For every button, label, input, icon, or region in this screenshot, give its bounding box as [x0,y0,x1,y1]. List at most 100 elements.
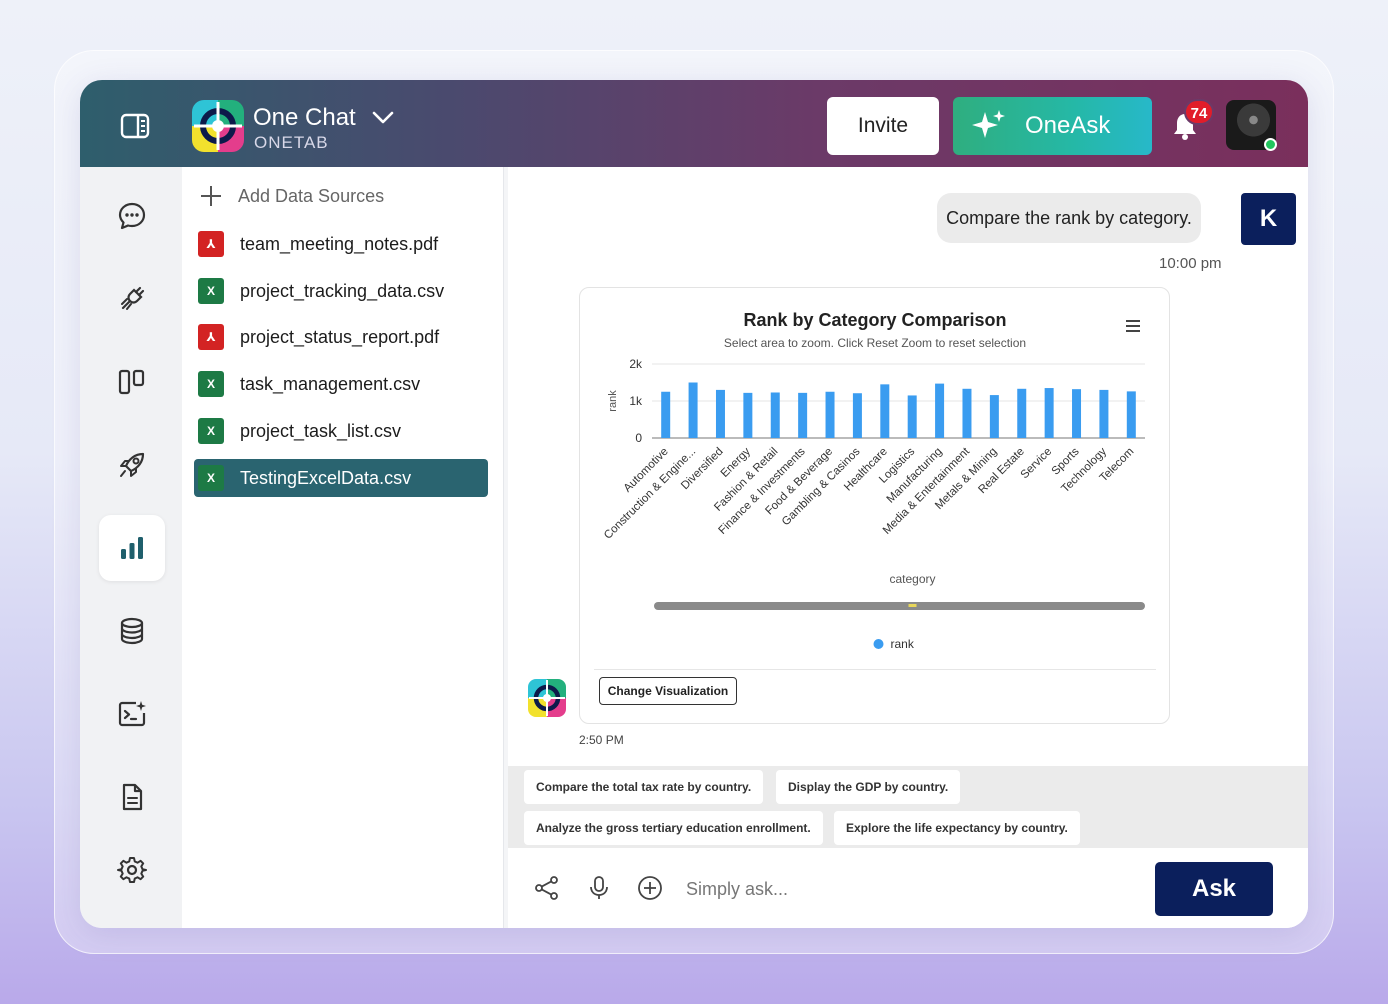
invite-button[interactable]: Invite [827,97,939,155]
excel-file-icon: X [198,371,224,397]
pdf-file-icon: ⅄ [198,231,224,257]
range-slider-handle[interactable] [908,604,917,607]
online-status-icon [1264,138,1277,151]
chart-title: Rank by Category Comparison [743,310,1007,330]
chevron-down-icon[interactable] [372,110,394,126]
chart-bar[interactable] [715,389,725,438]
bot-logo-icon [528,679,566,717]
chart-bar[interactable] [770,392,780,438]
file-name: TestingExcelData.csv [240,467,412,488]
user-initial-avatar: K [1241,193,1296,245]
user-message: Compare the rank by category. [937,193,1201,243]
chart-bar[interactable] [1126,391,1136,438]
sidebar-item-chat[interactable] [99,183,165,249]
chat-icon [118,202,146,230]
share-nodes-icon[interactable] [534,875,560,901]
suggestion-chip[interactable]: Display the GDP by country. [776,770,961,804]
file-item-selected[interactable]: X TestingExcelData.csv [194,459,488,497]
file-item[interactable]: X project_tracking_data.csv [194,272,488,310]
database-icon [120,617,144,645]
range-slider[interactable] [654,602,1145,610]
legend-label[interactable]: rank [891,637,915,651]
chart-bar[interactable] [1072,389,1082,438]
sidebar-item-documents[interactable] [99,764,165,830]
suggestion-chip[interactable]: Explore the life expectancy by country. [834,811,1080,845]
add-data-sources-label: Add Data Sources [238,185,385,206]
microphone-icon[interactable] [586,875,612,901]
divider [594,669,1156,670]
top-header: One Chat ONETAB Invite OneAsk 74 [80,80,1308,167]
composer: Ask [508,848,1308,928]
file-item[interactable]: X project_task_list.csv [194,412,488,450]
sparkle-icon [972,110,1005,138]
chart-bar[interactable] [661,391,671,438]
pdf-file-icon: ⅄ [198,324,224,350]
rocket-icon [120,452,145,477]
chart-bar[interactable] [852,393,862,438]
ask-input[interactable] [686,874,1106,904]
y-axis-label: rank [607,390,619,412]
chart-bar[interactable] [880,384,890,438]
notification-badge: 74 [1184,99,1214,125]
chart-bar[interactable] [743,392,753,438]
hamburger-menu-icon[interactable] [1125,319,1141,333]
plus-icon [201,186,221,206]
bot-message-timestamp: 2:50 PM [579,733,624,747]
chart-bar[interactable] [1044,388,1054,438]
onechat-logo-icon [192,100,244,152]
change-visualization-button[interactable]: Change Visualization [599,677,737,705]
sidebar-item-integrations[interactable] [99,266,165,332]
chart-bar[interactable] [935,383,945,438]
chart-bar[interactable] [1099,389,1109,438]
x-axis-label: category [889,572,935,586]
excel-file-icon: X [198,278,224,304]
sidebar-item-settings[interactable] [99,837,165,903]
brand-name[interactable]: One Chat [253,104,356,131]
message-timestamp: 10:00 pm [1159,255,1222,272]
file-name: project_tracking_data.csv [240,280,445,301]
sidebar-item-launch[interactable] [99,432,165,498]
chart-bar[interactable] [825,391,835,438]
excel-file-icon: X [198,418,224,444]
data-sources-panel: Add Data Sources ⅄ team_meeting_notes.pd… [182,167,504,928]
excel-file-icon: X [198,465,224,491]
file-item[interactable]: ⅄ project_status_report.pdf [194,318,488,356]
app-window: One Chat ONETAB Invite OneAsk 74 [80,80,1308,928]
chart-bar[interactable] [962,388,972,438]
document-icon [122,783,143,811]
chart-subtitle: Select area to zoom. Click Reset Zoom to… [723,336,1027,350]
oneask-label: OneAsk [1025,112,1111,139]
sidebar [80,167,182,928]
add-data-sources-button[interactable]: Add Data Sources [200,185,384,207]
chart-card: Rank by Category Comparison Select area … [579,287,1170,724]
x-tick-label: Service [1019,446,1055,482]
sidebar-item-database[interactable] [99,598,165,664]
suggestion-chip[interactable]: Compare the total tax rate by country. [524,770,764,804]
add-circle-icon[interactable] [637,875,663,901]
file-name: project_task_list.csv [240,420,402,441]
oneask-button[interactable]: OneAsk [953,97,1152,155]
y-tick-label: 1k [629,394,643,408]
workspace-name: ONETAB [254,133,329,152]
y-tick-label: 2k [629,357,643,371]
chart-bar[interactable] [907,395,917,438]
panel-toggle-icon[interactable] [120,113,150,139]
sidebar-item-analytics[interactable] [99,515,165,581]
sidebar-item-boards[interactable] [99,349,165,415]
terminal-sparkle-icon [118,701,146,727]
sidebar-item-ai-console[interactable] [99,681,165,747]
bar-chart-icon [121,537,143,559]
ask-button[interactable]: Ask [1155,862,1273,916]
file-item[interactable]: X task_management.csv [194,365,488,403]
columns-icon [118,369,145,395]
chart-bar[interactable] [1017,388,1027,438]
suggestion-chip[interactable]: Analyze the gross tertiary education enr… [524,811,823,845]
file-name: task_management.csv [240,373,421,394]
file-item[interactable]: ⅄ team_meeting_notes.pdf [194,225,488,263]
chart-bar[interactable] [798,392,808,438]
chart-bar[interactable] [989,395,999,438]
chat-area: Compare the rank by category. K 10:00 pm… [508,167,1308,928]
chart-bar[interactable] [688,382,698,439]
legend-marker [873,639,884,649]
